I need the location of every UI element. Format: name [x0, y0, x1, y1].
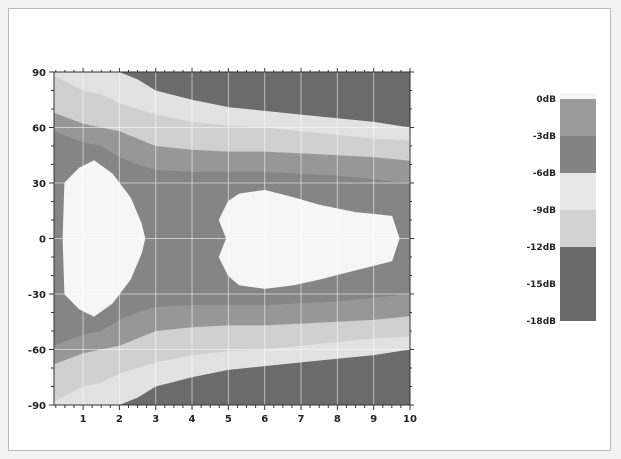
- y-tick-label: 90: [32, 68, 46, 79]
- y-tick-label: 60: [32, 124, 46, 135]
- legend-swatch: [560, 247, 596, 284]
- y-tick-label: -90: [28, 401, 46, 412]
- legend-label: -18dB: [526, 317, 556, 327]
- legend-swatch: [560, 284, 596, 321]
- x-tick-label: 3: [152, 414, 159, 425]
- legend-swatch: [560, 99, 596, 136]
- x-tick-label: 5: [225, 414, 232, 425]
- y-tick-label: 0: [39, 235, 46, 246]
- x-tick-label: 6: [261, 414, 268, 425]
- legend-swatch: [560, 173, 596, 210]
- x-tick-label: 1: [80, 414, 87, 425]
- legend-label: -9dB: [533, 206, 556, 216]
- y-tick-label: -60: [28, 346, 46, 357]
- legend-label: -6dB: [533, 169, 556, 179]
- axes: 1 2 3 4 5 6 7 8 9 10 90 60 30 0 -30 -60 -90: [28, 68, 417, 425]
- legend-label: -15dB: [526, 280, 556, 290]
- x-tick-label: 10: [403, 414, 417, 425]
- x-tick-label: 2: [116, 414, 123, 425]
- chart-frame: 1 2 3 4 5 6 7 8 9 10 90 60 30 0 -30 -60 -90 0dB -3dB -6dB -…: [8, 8, 611, 451]
- x-tick-label: 7: [298, 414, 305, 425]
- y-tick-label: 30: [32, 179, 46, 190]
- legend-swatch: [560, 210, 596, 247]
- x-tick-label: 8: [334, 414, 341, 425]
- legend-label: 0dB: [536, 95, 556, 105]
- y-tick-label: -30: [28, 290, 46, 301]
- legend: 0dB -3dB -6dB -9dB -12dB -15dB -18dB: [526, 93, 596, 327]
- x-tick-label: 4: [189, 414, 196, 425]
- legend-label: -12dB: [526, 243, 556, 253]
- contour-chart: 1 2 3 4 5 6 7 8 9 10 90 60 30 0 -30 -60 -90 0dB -3dB -6dB -…: [28, 68, 596, 425]
- legend-swatch: [560, 136, 596, 173]
- legend-label: -3dB: [533, 132, 556, 142]
- legend-swatch-top: [560, 93, 596, 99]
- x-tick-label: 9: [370, 414, 377, 425]
